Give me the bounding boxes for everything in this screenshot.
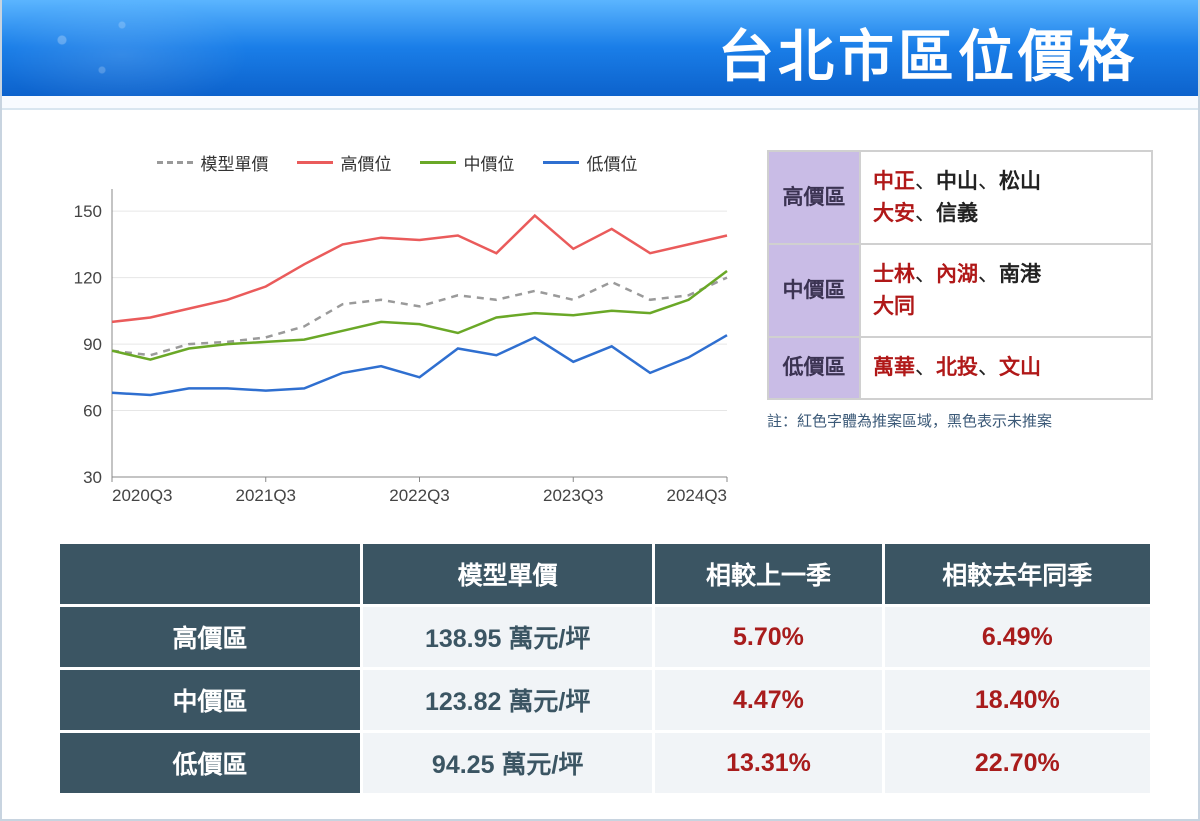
legend-item: 高價位 xyxy=(297,150,392,175)
region-label: 中價區 xyxy=(768,244,860,337)
region-row: 中價區士林、內湖、南港大同 xyxy=(768,244,1152,337)
chart-legend: 模型單價 高價位 中價位 低價位 xyxy=(57,150,737,175)
qoq-cell: 5.70% xyxy=(655,607,881,667)
price-table-header: 相較上一季 xyxy=(655,544,881,604)
price-row-label: 低價區 xyxy=(60,733,360,793)
price-table-row: 中價區123.82 萬元/坪4.47%18.40% xyxy=(60,670,1150,730)
upper-row: 模型單價 高價位 中價位 低價位 30 60 90 120 150 2020Q3 2021Q3 20… xyxy=(57,150,1153,509)
district-name: 松山 xyxy=(999,170,1041,193)
svg-text:2020Q3: 2020Q3 xyxy=(112,486,173,505)
legend-swatch xyxy=(420,161,456,164)
svg-text:2023Q3: 2023Q3 xyxy=(543,486,604,505)
line-chart: 30 60 90 120 150 2020Q3 2021Q3 2022Q3 2023Q3 2024… xyxy=(57,179,737,509)
legend-item: 中價位 xyxy=(420,150,515,175)
svg-text:120: 120 xyxy=(74,269,102,288)
legend-label: 高價位 xyxy=(341,150,392,175)
price-table-header: 相較去年同季 xyxy=(885,544,1150,604)
region-row: 低價區萬華、北投、文山 xyxy=(768,337,1152,399)
series-line xyxy=(112,271,727,360)
price-row-label: 中價區 xyxy=(60,670,360,730)
region-table: 高價區中正、中山、松山大安、信義中價區士林、內湖、南港大同低價區萬華、北投、文山 xyxy=(767,150,1153,400)
separator: 、 xyxy=(915,263,936,286)
page-title: 台北市區位價格 xyxy=(718,12,1138,93)
price-cell: 138.95 萬元/坪 xyxy=(363,607,652,667)
content-area: 模型單價 高價位 中價位 低價位 30 60 90 120 150 2020Q3 2021Q3 20… xyxy=(2,130,1198,819)
separator: 、 xyxy=(978,263,999,286)
price-table-header: 模型單價 xyxy=(363,544,652,604)
district-name: 內湖 xyxy=(936,263,978,286)
district-name: 南港 xyxy=(999,263,1041,286)
separator: 、 xyxy=(915,170,936,193)
separator: 、 xyxy=(978,170,999,193)
yoy-cell: 22.70% xyxy=(885,733,1150,793)
region-note: 註：紅色字體為推案區域，黑色表示未推案 xyxy=(767,410,1153,431)
price-cell: 123.82 萬元/坪 xyxy=(363,670,652,730)
price-table-row: 高價區138.95 萬元/坪5.70%6.49% xyxy=(60,607,1150,667)
line-chart-container: 模型單價 高價位 中價位 低價位 30 60 90 120 150 2020Q3 2021Q3 20… xyxy=(57,150,737,509)
separator: 、 xyxy=(915,202,936,225)
legend-swatch xyxy=(297,161,333,164)
legend-label: 中價位 xyxy=(464,150,515,175)
region-districts: 萬華、北投、文山 xyxy=(860,337,1152,399)
svg-text:90: 90 xyxy=(83,335,102,354)
region-row: 高價區中正、中山、松山大安、信義 xyxy=(768,151,1152,244)
region-panel: 高價區中正、中山、松山大安、信義中價區士林、內湖、南港大同低價區萬華、北投、文山… xyxy=(767,150,1153,509)
svg-text:2021Q3: 2021Q3 xyxy=(236,486,297,505)
region-districts: 中正、中山、松山大安、信義 xyxy=(860,151,1152,244)
region-districts: 士林、內湖、南港大同 xyxy=(860,244,1152,337)
region-label: 高價區 xyxy=(768,151,860,244)
svg-text:30: 30 xyxy=(83,468,102,487)
price-table: 模型單價相較上一季相較去年同季高價區138.95 萬元/坪5.70%6.49%中… xyxy=(57,541,1153,796)
svg-text:2024Q3: 2024Q3 xyxy=(667,486,728,505)
district-name: 士林 xyxy=(873,263,915,286)
region-label: 低價區 xyxy=(768,337,860,399)
legend-label: 模型單價 xyxy=(201,150,269,175)
svg-text:150: 150 xyxy=(74,202,102,221)
series-line xyxy=(112,278,727,356)
legend-item: 低價位 xyxy=(543,150,638,175)
page-header: 台北市區位價格 xyxy=(2,0,1198,105)
separator: 、 xyxy=(978,356,999,379)
qoq-cell: 4.47% xyxy=(655,670,881,730)
price-table-row: 低價區94.25 萬元/坪13.31%22.70% xyxy=(60,733,1150,793)
yoy-cell: 6.49% xyxy=(885,607,1150,667)
district-name: 大同 xyxy=(873,295,915,318)
legend-swatch xyxy=(543,161,579,164)
svg-text:60: 60 xyxy=(83,402,102,421)
price-row-label: 高價區 xyxy=(60,607,360,667)
district-name: 文山 xyxy=(999,356,1041,379)
legend-label: 低價位 xyxy=(587,150,638,175)
yoy-cell: 18.40% xyxy=(885,670,1150,730)
district-name: 萬華 xyxy=(873,356,915,379)
header-divider xyxy=(2,96,1198,110)
district-name: 中正 xyxy=(873,170,915,193)
svg-text:2022Q3: 2022Q3 xyxy=(389,486,450,505)
district-name: 中山 xyxy=(936,170,978,193)
legend-item: 模型單價 xyxy=(157,150,269,175)
district-name: 信義 xyxy=(936,202,978,225)
qoq-cell: 13.31% xyxy=(655,733,881,793)
separator: 、 xyxy=(915,356,936,379)
legend-swatch xyxy=(157,161,193,164)
district-name: 大安 xyxy=(873,202,915,225)
price-table-header xyxy=(60,544,360,604)
price-cell: 94.25 萬元/坪 xyxy=(363,733,652,793)
district-name: 北投 xyxy=(936,356,978,379)
